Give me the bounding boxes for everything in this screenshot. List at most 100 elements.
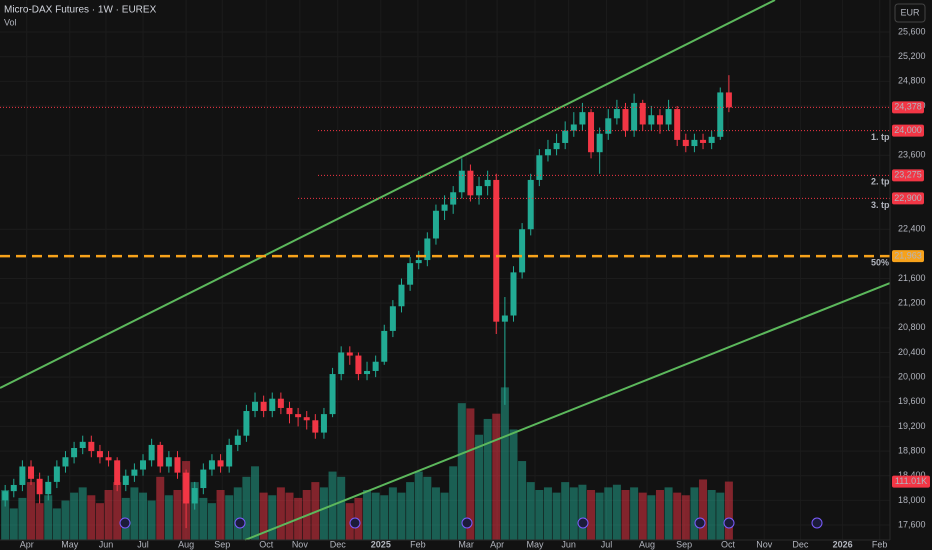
candle-body (597, 134, 603, 152)
volume-bar (251, 466, 259, 540)
volume-bar (70, 493, 78, 540)
volume-bar (708, 490, 716, 540)
x-tick-label: Mar (458, 539, 474, 549)
candle-body (476, 186, 482, 195)
candle-body (140, 460, 146, 469)
candle-body (278, 399, 284, 408)
x-tick-label: Oct (259, 539, 274, 549)
x-tick-label: Feb (410, 539, 426, 549)
candle-body (545, 149, 551, 155)
candle-body (528, 180, 534, 229)
level-label: 22,900 (894, 193, 922, 203)
y-tick-label: 20,400 (898, 347, 926, 357)
volume-label: 111.01K (895, 476, 927, 486)
volume-bar (208, 503, 216, 540)
candle-body (666, 109, 672, 124)
event-marker[interactable] (350, 518, 360, 528)
volume-bar (234, 487, 242, 540)
volume-bar (484, 419, 492, 540)
volume-bar (535, 490, 543, 540)
candle-body (88, 442, 94, 451)
volume-bar (130, 487, 138, 540)
level-name: 50% (871, 258, 889, 268)
volume-bar (449, 466, 457, 540)
x-tick-label: Sep (214, 539, 230, 549)
candle-body (648, 115, 654, 124)
volume-bar (423, 477, 431, 540)
x-tick-label: Oct (721, 539, 736, 549)
volume-bar (277, 487, 285, 540)
volume-bar (665, 487, 673, 540)
volume-bar (156, 477, 164, 540)
volume-bar (415, 472, 423, 540)
level-name: 2. tp (871, 177, 890, 187)
event-marker[interactable] (724, 518, 734, 528)
candle-body (442, 205, 448, 211)
volume-bar (475, 435, 483, 540)
volume-bar (432, 487, 440, 540)
volume-bar (372, 493, 380, 540)
y-tick-label: 24,800 (898, 76, 926, 86)
y-tick-label: 22,400 (898, 224, 926, 234)
y-tick-label: 19,600 (898, 396, 926, 406)
event-marker[interactable] (812, 518, 822, 528)
candle-body (554, 143, 560, 149)
volume-bar (337, 477, 345, 540)
y-tick-label: 25,200 (898, 51, 926, 61)
volume-bar (639, 493, 647, 540)
volume-bar (621, 490, 629, 540)
volume-bar (527, 482, 535, 540)
volume-bar (380, 495, 388, 540)
candle-body (390, 306, 396, 331)
volume-bar (36, 503, 44, 540)
candle-body (502, 316, 508, 322)
candle-body (295, 414, 301, 417)
candle-body (726, 92, 732, 107)
volume-bar (217, 490, 225, 540)
level-name: 1. tp (871, 132, 890, 142)
x-tick-label: Jul (137, 539, 149, 549)
candle-body (149, 445, 155, 460)
candle-body (605, 118, 611, 133)
volume-bar (79, 487, 87, 540)
volume-bar (320, 487, 328, 540)
volume-bar (587, 490, 595, 540)
volume-bar (139, 493, 147, 540)
y-tick-label: 23,600 (898, 150, 926, 160)
volume-bar (656, 490, 664, 540)
volume-bar (501, 387, 509, 540)
currency[interactable]: EUR (900, 7, 920, 17)
volume-bar (630, 487, 638, 540)
volume-bar (673, 493, 681, 540)
volume-bar (268, 495, 276, 540)
candle-body (691, 140, 697, 146)
volume-bar (518, 461, 526, 540)
candle-body (157, 445, 163, 467)
volume-title: Vol (4, 17, 17, 27)
candle-body (467, 171, 473, 196)
candle-body (80, 442, 86, 448)
y-tick-label: 21,600 (898, 273, 926, 283)
event-marker[interactable] (578, 518, 588, 528)
level-label: 21,963 (894, 251, 922, 261)
event-marker[interactable] (235, 518, 245, 528)
candle-body (54, 466, 60, 481)
volume-bar (509, 429, 517, 540)
candle-body (71, 448, 77, 457)
volume-bar (699, 479, 707, 540)
volume-bar (10, 508, 18, 540)
event-marker[interactable] (120, 518, 130, 528)
candle-body (226, 445, 232, 467)
candle-body (510, 272, 516, 315)
event-marker[interactable] (462, 518, 472, 528)
volume-bar (690, 487, 698, 540)
event-marker[interactable] (695, 518, 705, 528)
volume-bar (199, 498, 207, 540)
y-tick-label: 18,800 (898, 445, 926, 455)
volume-bar (53, 508, 61, 540)
candle-body (166, 457, 172, 466)
x-tick-label: Nov (292, 539, 309, 549)
volume-bar (148, 501, 156, 540)
x-tick-label: Apr (20, 539, 34, 549)
